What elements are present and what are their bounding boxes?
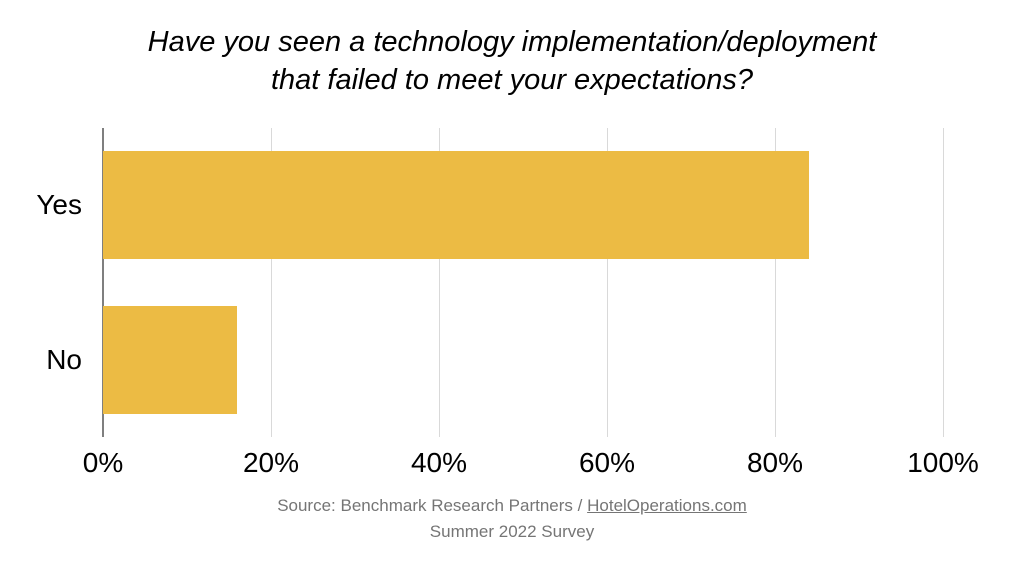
source-line: Source: Benchmark Research Partners / Ho… bbox=[0, 493, 1024, 519]
gridline-20 bbox=[271, 128, 272, 437]
plot-area bbox=[102, 128, 944, 437]
x-tick-label-0: 0% bbox=[82, 447, 124, 478]
gridline-60 bbox=[607, 128, 608, 437]
gridline-80 bbox=[775, 128, 776, 437]
y-axis-labels: Yes No bbox=[0, 128, 82, 437]
y-axis-label-no: No bbox=[46, 344, 82, 375]
source-footer: Source: Benchmark Research Partners / Ho… bbox=[0, 493, 1024, 545]
x-tick-label-80: 80% bbox=[746, 447, 804, 478]
chart-title-line1: Have you seen a technology implementatio… bbox=[147, 26, 877, 58]
y-axis-label-yes: Yes bbox=[36, 189, 82, 220]
bar-no bbox=[103, 306, 238, 414]
x-tick-label-20: 20% bbox=[242, 447, 300, 478]
source-line2: Summer 2022 Survey bbox=[429, 522, 595, 541]
chart-title-line2: that failed to meet your expectations? bbox=[270, 64, 753, 96]
y-axis-line bbox=[102, 128, 104, 437]
gridline-100 bbox=[943, 128, 944, 437]
x-tick-label-60: 60% bbox=[578, 447, 636, 478]
source-prefix: Source: Benchmark Research Partners / bbox=[277, 496, 588, 515]
x-axis-labels: 0% 20% 40% 60% 80% 100% bbox=[83, 447, 979, 479]
x-tick-label-100: 100% bbox=[907, 447, 979, 478]
x-tick-label-40: 40% bbox=[410, 447, 468, 478]
gridline-40 bbox=[439, 128, 440, 437]
chart-title: Have you seen a technology implementatio… bbox=[0, 23, 1024, 99]
source-link[interactable]: HotelOperations.com bbox=[587, 496, 747, 515]
bar-yes bbox=[103, 151, 809, 259]
